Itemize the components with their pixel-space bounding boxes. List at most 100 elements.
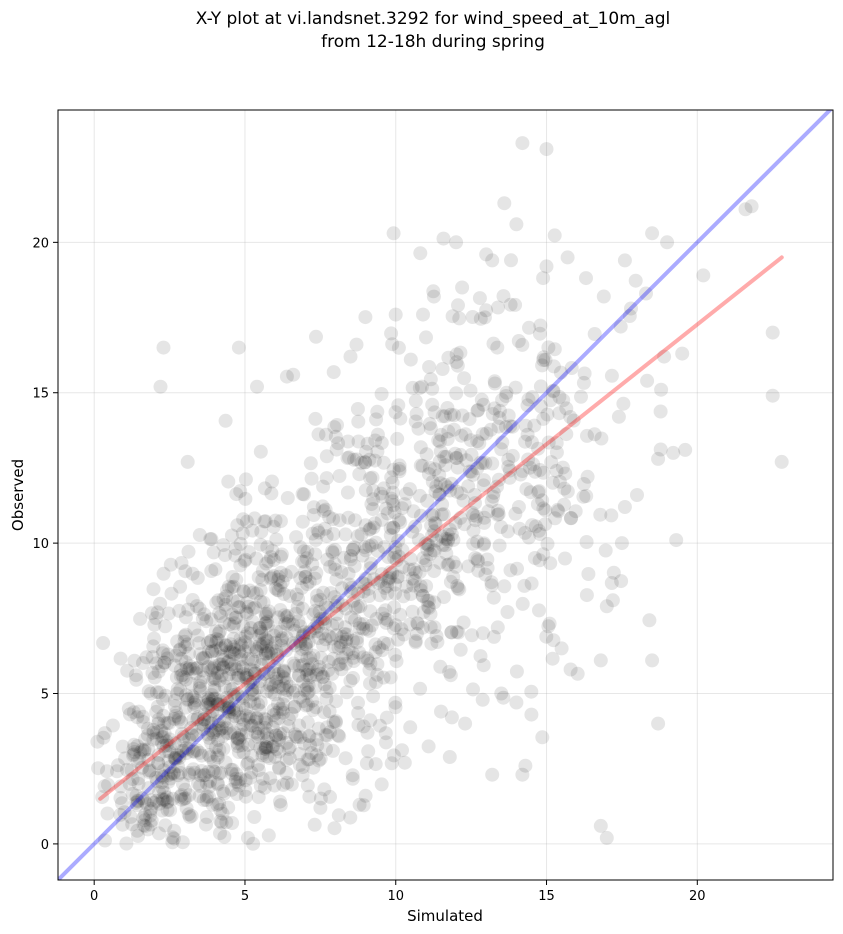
data-point [185, 689, 200, 704]
data-point [156, 729, 171, 744]
data-point [257, 780, 272, 795]
data-point [205, 693, 220, 708]
data-point [224, 662, 239, 677]
data-point [168, 750, 183, 765]
data-point [279, 610, 294, 625]
data-point [381, 574, 395, 588]
data-point [90, 734, 105, 749]
data-point [204, 688, 219, 702]
data-point [297, 736, 312, 751]
data-point [206, 691, 221, 706]
data-point [201, 660, 216, 675]
data-point [502, 463, 517, 478]
data-point [356, 650, 371, 665]
data-point [264, 685, 279, 700]
data-point [490, 507, 505, 522]
data-point [259, 556, 274, 571]
data-point [300, 715, 315, 730]
data-point [491, 507, 506, 522]
data-point [192, 681, 207, 696]
data-point [338, 751, 353, 766]
data-point [225, 712, 240, 727]
data-point [133, 611, 148, 626]
data-point [239, 595, 254, 610]
data-point [221, 579, 236, 594]
data-point [355, 548, 370, 563]
data-point [410, 616, 425, 631]
data-point [151, 716, 166, 731]
data-point [204, 716, 219, 731]
data-point [388, 540, 403, 554]
data-point [384, 326, 399, 341]
data-point [334, 565, 349, 580]
data-point [237, 644, 252, 659]
data-point [253, 537, 268, 552]
data-point [184, 721, 199, 735]
data-point [384, 491, 399, 506]
data-point [383, 528, 398, 543]
data-point [130, 798, 145, 812]
data-point [238, 701, 253, 716]
data-point [232, 710, 247, 725]
data-point [660, 235, 675, 250]
data-point [234, 652, 248, 667]
data-point [564, 511, 579, 525]
data-point [309, 329, 323, 344]
data-point [469, 509, 484, 524]
data-point [470, 534, 485, 549]
data-point [486, 590, 501, 605]
data-point [225, 570, 240, 584]
data-point [131, 704, 146, 719]
data-point [130, 710, 145, 725]
data-point [378, 726, 393, 741]
data-point [126, 705, 141, 720]
data-point [443, 668, 458, 683]
data-point [405, 604, 420, 619]
data-point [449, 450, 464, 465]
data-point [315, 670, 330, 685]
data-point [500, 524, 515, 539]
data-point [146, 582, 161, 597]
data-point [138, 732, 153, 747]
data-point [157, 716, 172, 731]
data-point [386, 520, 401, 535]
data-point [154, 775, 169, 790]
data-point [325, 544, 340, 559]
data-point [432, 468, 447, 482]
data-point [254, 657, 269, 672]
data-point [167, 750, 182, 765]
data-point [125, 772, 140, 786]
data-point [297, 682, 312, 697]
data-point [495, 435, 510, 450]
data-point [168, 708, 183, 723]
data-point [576, 375, 591, 390]
data-point [216, 728, 231, 743]
data-point [307, 817, 322, 832]
data-point [299, 698, 313, 713]
data-point [445, 309, 460, 324]
data-point [139, 797, 154, 812]
data-point [260, 618, 275, 633]
data-point [235, 738, 250, 753]
data-point [499, 389, 513, 403]
data-point [436, 590, 451, 605]
data-point [604, 576, 619, 590]
data-point [232, 600, 247, 615]
data-point [330, 616, 344, 631]
data-point [477, 473, 491, 488]
data-point [452, 582, 467, 597]
data-point [261, 828, 276, 843]
data-point [425, 508, 440, 523]
data-point [485, 767, 500, 782]
identity-line [58, 110, 833, 880]
data-point [422, 360, 437, 374]
data-point [207, 680, 222, 695]
data-point [161, 606, 176, 621]
data-point [155, 659, 170, 674]
data-point [326, 527, 341, 541]
data-point [360, 725, 375, 740]
data-point [418, 558, 433, 572]
data-point [275, 631, 290, 646]
data-point [220, 726, 235, 741]
